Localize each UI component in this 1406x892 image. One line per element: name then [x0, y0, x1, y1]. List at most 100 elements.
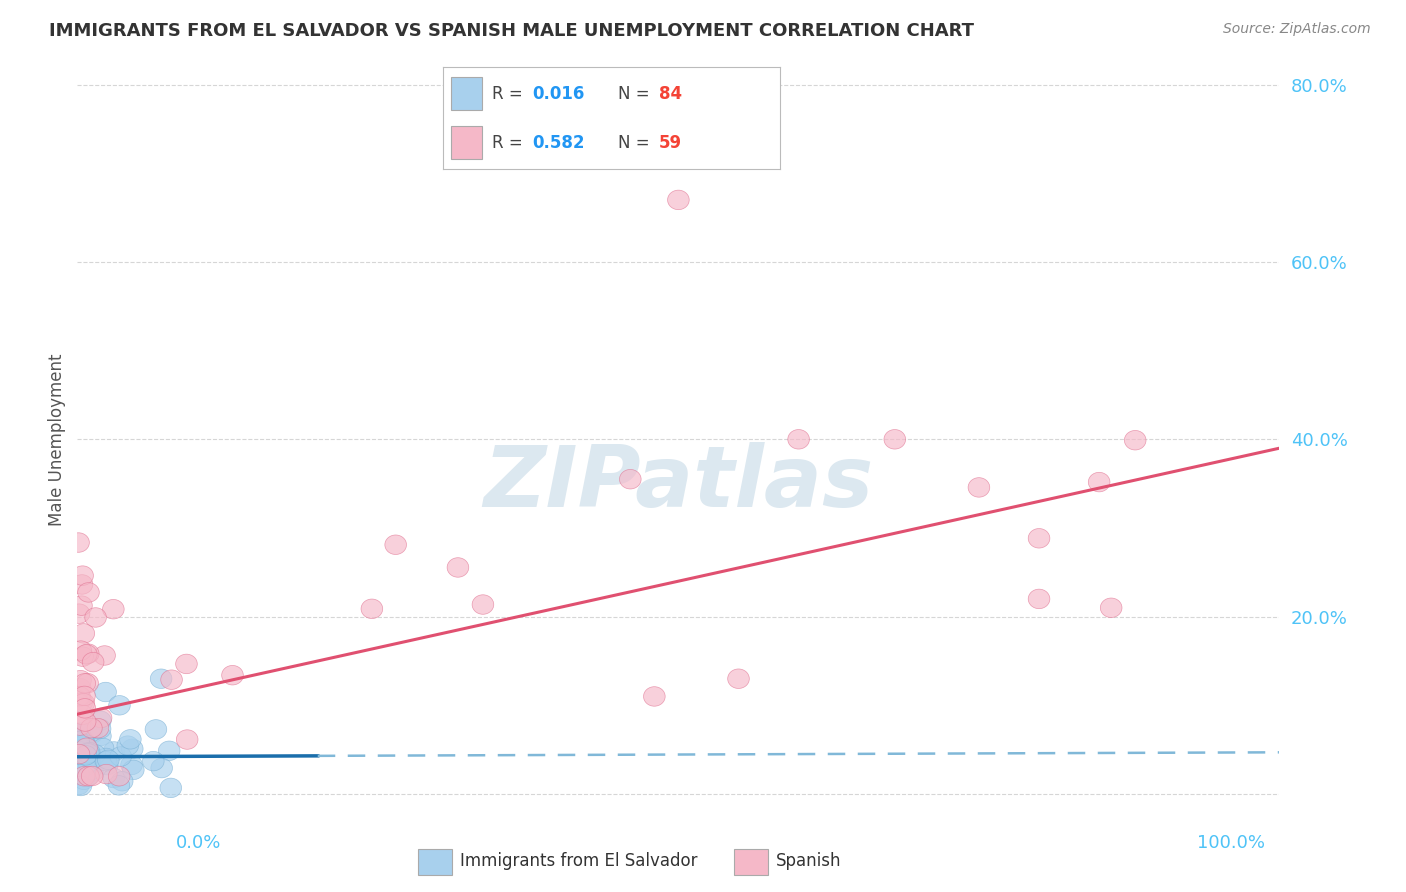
FancyBboxPatch shape — [419, 849, 453, 875]
Ellipse shape — [67, 745, 90, 764]
Ellipse shape — [1028, 529, 1050, 548]
Ellipse shape — [121, 756, 142, 775]
Text: 0.582: 0.582 — [533, 134, 585, 152]
Ellipse shape — [72, 757, 93, 777]
Ellipse shape — [160, 778, 181, 797]
Text: 0.016: 0.016 — [533, 85, 585, 103]
Ellipse shape — [884, 430, 905, 449]
Ellipse shape — [82, 724, 103, 744]
Ellipse shape — [176, 654, 197, 673]
Ellipse shape — [75, 673, 96, 693]
Text: N =: N = — [619, 85, 655, 103]
Ellipse shape — [94, 682, 117, 702]
Ellipse shape — [97, 756, 118, 775]
Ellipse shape — [79, 742, 100, 762]
Ellipse shape — [73, 693, 94, 713]
Ellipse shape — [73, 750, 94, 770]
Ellipse shape — [787, 430, 810, 449]
Ellipse shape — [77, 644, 98, 664]
Ellipse shape — [90, 726, 111, 746]
Ellipse shape — [67, 775, 90, 795]
Ellipse shape — [73, 732, 94, 752]
Text: Immigrants from El Salvador: Immigrants from El Salvador — [461, 852, 697, 871]
Ellipse shape — [111, 772, 134, 791]
Ellipse shape — [72, 750, 93, 770]
Ellipse shape — [90, 708, 112, 728]
Text: 84: 84 — [659, 85, 682, 103]
Text: R =: R = — [492, 134, 527, 152]
Ellipse shape — [90, 711, 111, 731]
Ellipse shape — [87, 718, 108, 738]
FancyBboxPatch shape — [734, 849, 768, 875]
Ellipse shape — [73, 747, 94, 766]
Ellipse shape — [94, 646, 115, 665]
Ellipse shape — [76, 748, 98, 768]
Ellipse shape — [90, 719, 111, 739]
Ellipse shape — [69, 723, 90, 742]
Ellipse shape — [77, 740, 98, 760]
Ellipse shape — [73, 624, 94, 643]
Ellipse shape — [72, 574, 93, 594]
Ellipse shape — [77, 582, 100, 602]
Ellipse shape — [472, 595, 494, 615]
Ellipse shape — [76, 747, 97, 767]
Ellipse shape — [69, 740, 90, 760]
Ellipse shape — [385, 535, 406, 555]
Ellipse shape — [84, 607, 107, 627]
Ellipse shape — [222, 665, 243, 685]
Ellipse shape — [67, 756, 90, 776]
Ellipse shape — [75, 752, 97, 771]
Ellipse shape — [73, 766, 94, 786]
Text: R =: R = — [492, 85, 527, 103]
Ellipse shape — [69, 753, 90, 772]
Ellipse shape — [72, 739, 93, 759]
Ellipse shape — [361, 599, 382, 618]
Ellipse shape — [77, 673, 98, 693]
Ellipse shape — [728, 669, 749, 689]
Ellipse shape — [145, 720, 167, 739]
Ellipse shape — [67, 731, 90, 751]
Ellipse shape — [70, 755, 91, 774]
Ellipse shape — [72, 731, 94, 749]
Ellipse shape — [69, 757, 90, 777]
Text: 0.0%: 0.0% — [176, 834, 221, 852]
Ellipse shape — [73, 753, 96, 772]
Ellipse shape — [70, 744, 93, 764]
Ellipse shape — [77, 761, 98, 780]
Ellipse shape — [73, 741, 94, 761]
Ellipse shape — [160, 670, 183, 690]
Ellipse shape — [121, 739, 143, 758]
Ellipse shape — [122, 760, 145, 780]
Ellipse shape — [72, 723, 94, 742]
Ellipse shape — [93, 739, 114, 757]
Y-axis label: Male Unemployment: Male Unemployment — [48, 353, 66, 525]
Text: Spanish: Spanish — [776, 852, 842, 871]
Ellipse shape — [70, 739, 93, 759]
Ellipse shape — [77, 766, 100, 786]
Ellipse shape — [72, 705, 93, 724]
Ellipse shape — [73, 686, 96, 706]
Ellipse shape — [69, 604, 90, 624]
Ellipse shape — [117, 736, 139, 756]
Ellipse shape — [142, 751, 165, 771]
Ellipse shape — [80, 755, 101, 774]
Ellipse shape — [72, 736, 94, 756]
Ellipse shape — [70, 671, 91, 690]
Ellipse shape — [73, 756, 96, 776]
Ellipse shape — [84, 745, 105, 764]
Ellipse shape — [70, 640, 91, 660]
Ellipse shape — [1088, 473, 1109, 491]
Ellipse shape — [75, 735, 96, 755]
Ellipse shape — [79, 750, 100, 770]
Text: Source: ZipAtlas.com: Source: ZipAtlas.com — [1223, 22, 1371, 37]
Ellipse shape — [75, 712, 96, 731]
Ellipse shape — [72, 745, 93, 764]
Ellipse shape — [1101, 598, 1122, 617]
Text: 100.0%: 100.0% — [1198, 834, 1265, 852]
Text: 59: 59 — [659, 134, 682, 152]
Ellipse shape — [77, 767, 98, 786]
Ellipse shape — [70, 693, 93, 712]
Ellipse shape — [159, 741, 180, 761]
Ellipse shape — [77, 744, 100, 764]
Ellipse shape — [79, 754, 100, 773]
